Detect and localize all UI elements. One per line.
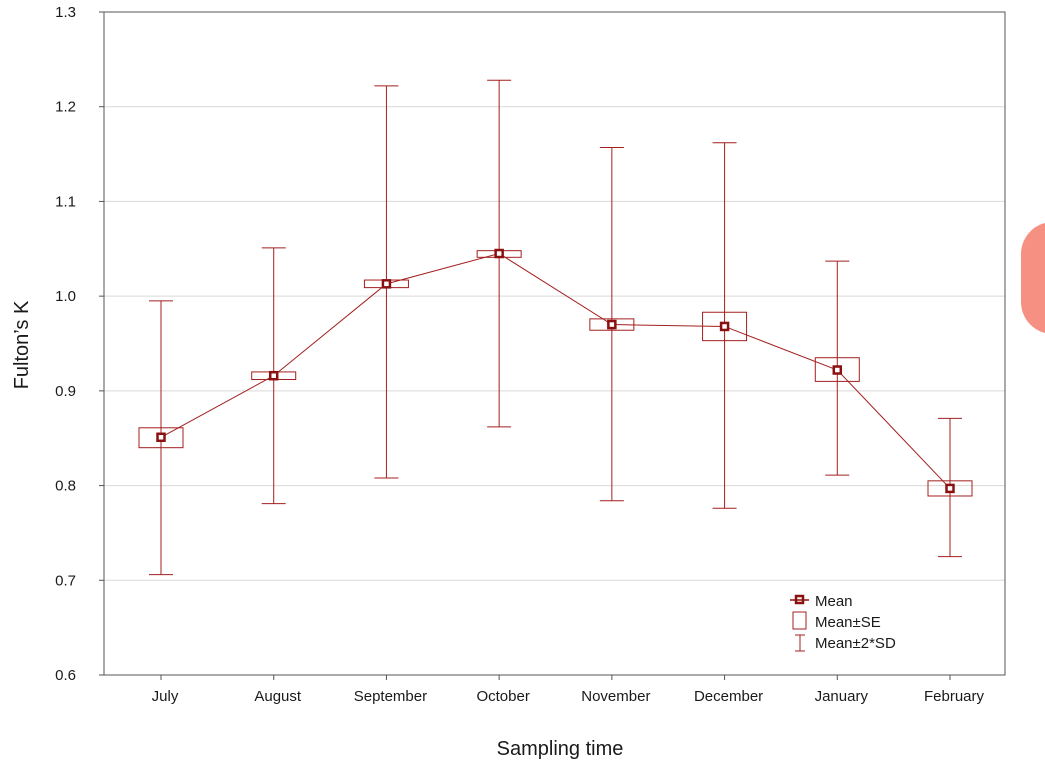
y-tick-label: 0.6	[55, 667, 76, 684]
se-box	[927, 480, 973, 497]
mean-point	[719, 321, 730, 332]
x-axis-ticks: July August September October November Decemb…	[152, 675, 985, 705]
x-tick-label: July	[152, 688, 179, 705]
y-tick-label: 1.0	[55, 288, 76, 305]
x-tick-label: October	[476, 688, 529, 705]
y-tick-label: 1.3	[55, 4, 76, 21]
y-axis-ticks: 0.6 0.7 0.8 0.9 1.0 1.1 1.2 1.3	[55, 4, 104, 684]
se-box	[814, 357, 860, 382]
grid-lines	[104, 106, 1005, 581]
x-tick-label: November	[581, 688, 650, 705]
x-tick-label: December	[694, 688, 763, 705]
y-tick-label: 0.8	[55, 478, 76, 495]
mean-point	[156, 432, 166, 443]
y-tick-label: 1.2	[55, 99, 76, 116]
legend-se-label: Mean±SE	[815, 614, 881, 631]
x-tick-label: February	[924, 688, 985, 705]
mean-point	[945, 483, 955, 494]
mean-line-group	[160, 252, 951, 489]
mean-point	[832, 365, 843, 375]
y-tick-label: 0.7	[55, 572, 76, 589]
legend-sd-label: Mean±2*SD	[815, 635, 896, 652]
se-boxes	[138, 250, 973, 497]
legend: Mean Mean±SE Mean±2*SD	[790, 593, 896, 652]
decorative-shape	[1021, 222, 1045, 334]
mean-points	[156, 248, 955, 494]
x-tick-label: January	[815, 688, 869, 705]
mean-line	[160, 252, 951, 489]
plot-frame	[103, 11, 1006, 676]
x-tick-label: August	[254, 688, 302, 705]
mean-point	[268, 370, 279, 381]
mean-point	[381, 279, 392, 289]
mean-point	[494, 248, 504, 259]
y-axis-label: Fulton’s K	[11, 300, 33, 389]
y-tick-label: 1.1	[55, 193, 76, 210]
y-tick-label: 0.9	[55, 383, 76, 400]
sd-whiskers	[149, 79, 962, 576]
mean-point	[607, 319, 617, 330]
se-box	[138, 427, 184, 449]
x-tick-label: September	[354, 688, 427, 705]
x-axis-label: Sampling time	[497, 738, 624, 760]
legend-se-box	[792, 611, 807, 630]
legend-mean-label: Mean	[815, 593, 853, 610]
